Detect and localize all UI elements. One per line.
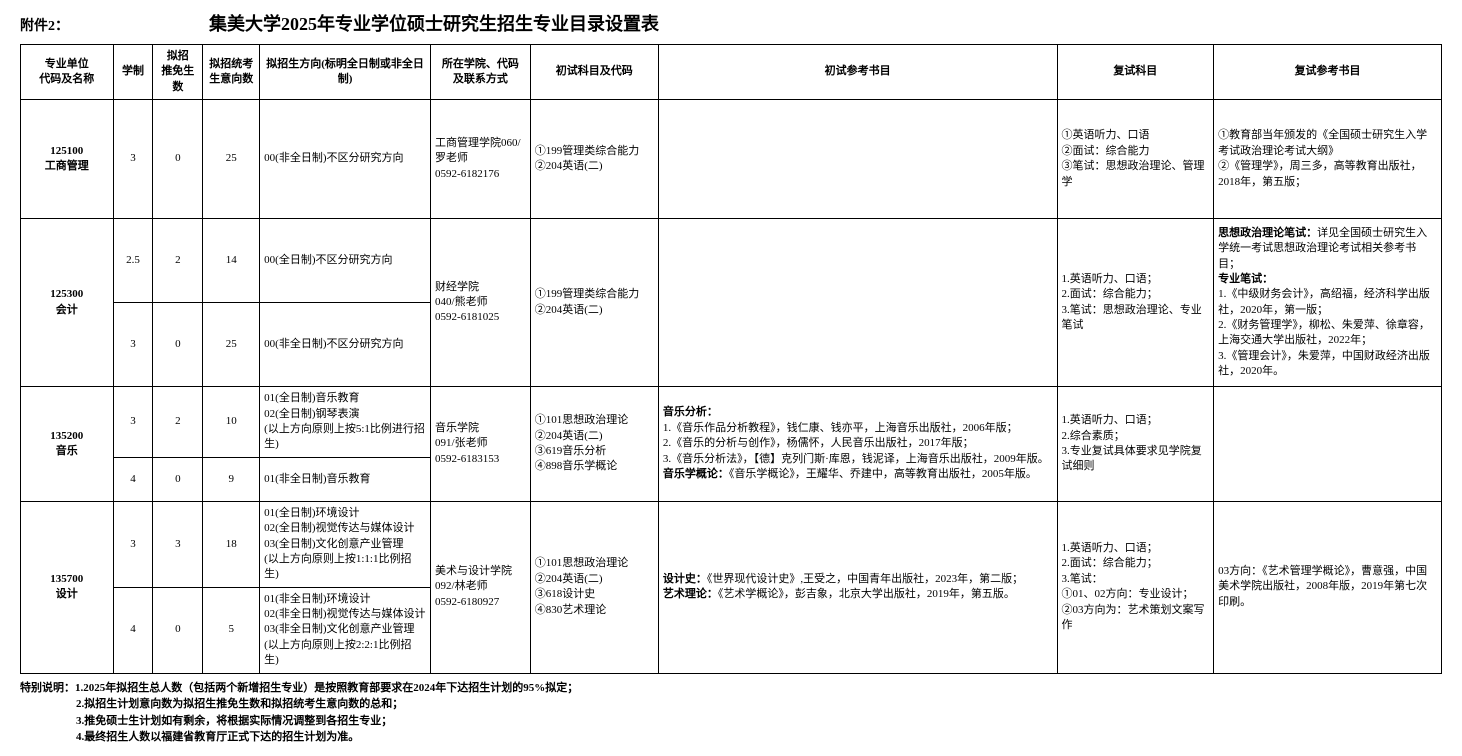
table-row: 125300会计 2.5 2 14 00(全日制)不区分研究方向 财经学院040…: [21, 219, 1442, 303]
cell: 3: [113, 501, 153, 587]
cell: 思想政治理论笔试：详见全国硕士研究生入学统一考试思想政治理论考试相关参考书目；专…: [1214, 219, 1442, 387]
cell: 3: [113, 303, 153, 387]
cell: 1.英语听力、口语；2.面试：综合能力；3.笔试：①01、02方向：专业设计；②…: [1057, 501, 1214, 673]
table-row: 125100工商管理 3 0 25 00(非全日制)不区分研究方向 工商管理学院…: [21, 100, 1442, 219]
cell: ①101思想政治理论②204英语(二)③618设计史④830艺术理论: [530, 501, 658, 673]
cell-code: 135200音乐: [21, 387, 114, 502]
cell: 2: [153, 219, 203, 303]
cell: 3: [113, 100, 153, 219]
cell: ①101思想政治理论②204英语(二)③619音乐分析④898音乐学概论: [530, 387, 658, 502]
cell: 4: [113, 587, 153, 673]
cell: ①教育部当年颁发的《全国硕士研究生入学考试政治理论考试大纲》②《管理学》，周三多…: [1214, 100, 1442, 219]
col-duration: 学制: [113, 45, 153, 100]
col-exam-count: 拟招统考生意向数: [203, 45, 260, 100]
cell: 4: [113, 457, 153, 501]
cell: 00(非全日制)不区分研究方向: [260, 100, 431, 219]
cell: 01(全日制)环境设计02(全日制)视觉传达与媒体设计03(全日制)文化创意产业…: [260, 501, 431, 587]
annex-label: 附件2：: [20, 15, 69, 35]
cell: 2.5: [113, 219, 153, 303]
catalog-table: 专业单位代码及名称 学制 拟招推免生数 拟招统考生意向数 拟招生方向(标明全日制…: [20, 44, 1442, 674]
cell: 18: [203, 501, 260, 587]
cell: 0: [153, 587, 203, 673]
cell: 00(非全日制)不区分研究方向: [260, 303, 431, 387]
cell: 1.英语听力、口语；2.综合素质；3.专业复试具体要求见学院复试细则: [1057, 387, 1214, 502]
cell: 1.英语听力、口语；2.面试：综合能力；3.笔试：思想政治理论、专业笔试: [1057, 219, 1214, 387]
cell: 25: [203, 303, 260, 387]
cell: 01(非全日制)音乐教育: [260, 457, 431, 501]
cell-code: 125300会计: [21, 219, 114, 387]
cell: 0: [153, 303, 203, 387]
cell: 25: [203, 100, 260, 219]
cell: 财经学院040/熊老师0592-6181025: [431, 219, 531, 387]
cell: 3: [113, 387, 153, 458]
col-dept: 所在学院、代码及联系方式: [431, 45, 531, 100]
col-initial-ref: 初试参考书目: [658, 45, 1057, 100]
cell: 14: [203, 219, 260, 303]
cell: 10: [203, 387, 260, 458]
cell: 01(全日制)音乐教育02(全日制)钢琴表演(以上方向原则上按5:1比例进行招生…: [260, 387, 431, 458]
col-code: 专业单位代码及名称: [21, 45, 114, 100]
cell: ①英语听力、口语②面试：综合能力③笔试：思想政治理论、管理学: [1057, 100, 1214, 219]
cell: 9: [203, 457, 260, 501]
table-row: 135200音乐 3 2 10 01(全日制)音乐教育02(全日制)钢琴表演(以…: [21, 387, 1442, 458]
cell: 工商管理学院060/罗老师0592-6182176: [431, 100, 531, 219]
cell: ①199管理类综合能力②204英语(二): [530, 100, 658, 219]
table-header-row: 专业单位代码及名称 学制 拟招推免生数 拟招统考生意向数 拟招生方向(标明全日制…: [21, 45, 1442, 100]
cell: 0: [153, 457, 203, 501]
cell: 音乐分析：1.《音乐作品分析教程》，钱仁康、钱亦平，上海音乐出版社，2006年版…: [658, 387, 1057, 502]
cell: 3: [153, 501, 203, 587]
cell: 0: [153, 100, 203, 219]
cell: 01(非全日制)环境设计02(非全日制)视觉传达与媒体设计03(非全日制)文化创…: [260, 587, 431, 673]
col-retest-ref: 复试参考书目: [1214, 45, 1442, 100]
page-title: 集美大学2025年专业学位硕士研究生招生专业目录设置表: [209, 10, 659, 36]
cell: 00(全日制)不区分研究方向: [260, 219, 431, 303]
col-initial-exam: 初试科目及代码: [530, 45, 658, 100]
cell-code: 125100工商管理: [21, 100, 114, 219]
cell: 美术与设计学院092/林老师0592-6180927: [431, 501, 531, 673]
cell: 2: [153, 387, 203, 458]
cell: 设计史：《世界现代设计史》,王受之，中国青年出版社，2023年，第二版；艺术理论…: [658, 501, 1057, 673]
special-notes: 特别说明：1.2025年拟招生总人数（包括两个新增招生专业）是按照教育部要求在2…: [20, 680, 1442, 746]
cell: ①199管理类综合能力②204英语(二): [530, 219, 658, 387]
cell: [1214, 387, 1442, 502]
cell: [658, 219, 1057, 387]
cell-code: 135700设计: [21, 501, 114, 673]
col-direction: 拟招生方向(标明全日制或非全日制): [260, 45, 431, 100]
col-retest: 复试科目: [1057, 45, 1214, 100]
cell: 音乐学院091/张老师0592-6183153: [431, 387, 531, 502]
col-exempt: 拟招推免生数: [153, 45, 203, 100]
cell: [658, 100, 1057, 219]
table-row: 135700设计 3 3 18 01(全日制)环境设计02(全日制)视觉传达与媒…: [21, 501, 1442, 587]
cell: 5: [203, 587, 260, 673]
cell: 03方向：《艺术管理学概论》，曹意强，中国美术学院出版社，2008年版，2019…: [1214, 501, 1442, 673]
